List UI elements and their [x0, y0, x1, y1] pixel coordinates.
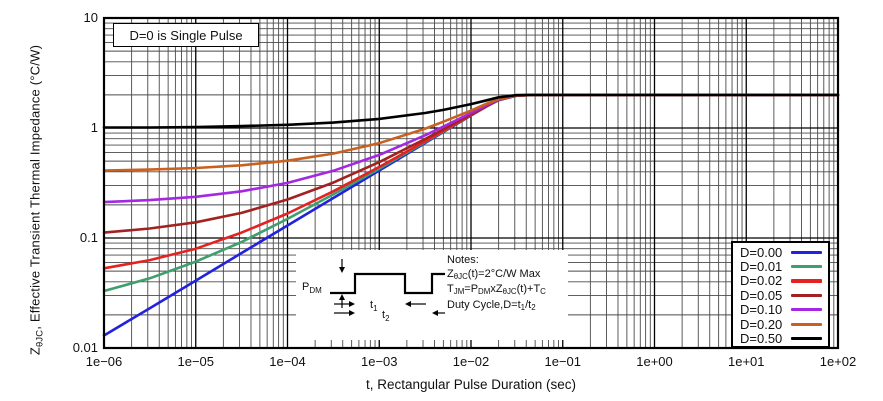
legend-item-label: D=0.02: [740, 273, 783, 289]
legend-item-label: D=0.50: [740, 331, 783, 347]
legend-swatch: [791, 250, 822, 254]
y-tick-label: 10: [83, 10, 98, 25]
t2-dimension-arrows: [334, 310, 445, 316]
legend-item: D=0.10: [733, 302, 828, 318]
series-curve: [102, 93, 840, 129]
legend-item-label: D=0.10: [740, 302, 783, 318]
pdm-arrow-up: [339, 294, 345, 308]
x-tick-label: 1e−04: [269, 354, 306, 369]
pulse-waveform-diagram: PDM t1 t2: [302, 259, 445, 323]
x-tick-label: 1e−05: [177, 354, 214, 369]
legend-item-label: D=0.05: [740, 287, 783, 303]
legend-item: D=0.01: [733, 259, 828, 275]
x-tick-label: 1e−01: [544, 354, 581, 369]
legend-rows: D=0.00 D=0.01 D=0.02 D=0.05 D=0.10 D=0.20 D=0.…: [733, 245, 828, 346]
notes-block: Notes: ZθJC(t)=2°C/W Max TJM=PDMxZθJC(t)+…: [447, 254, 546, 315]
legend-item-label: D=0.20: [740, 316, 783, 332]
pdm-arrow-down: [339, 259, 345, 273]
legend: D=0.00 D=0.01 D=0.02 D=0.05 D=0.10 D=0.20 D=0.…: [731, 241, 830, 348]
legend-item-label: D=0.00: [740, 244, 783, 260]
y-axis-ticks: 10 1 0.1 0.01: [0, 0, 98, 401]
legend-swatch: [791, 336, 822, 341]
legend-item-label: D=0.01: [740, 259, 783, 275]
t1-dimension-arrows: [334, 301, 426, 307]
notes-title: Notes:: [447, 254, 479, 266]
plot-border: [102, 16, 840, 350]
x-tick-label: 1e−02: [452, 354, 490, 369]
legend-item: D=0.50: [733, 331, 828, 347]
t2-label: t2: [382, 309, 390, 323]
legend-swatch: [791, 322, 822, 326]
legend-swatch: [791, 279, 822, 283]
legend-item: D=0.02: [733, 273, 828, 289]
x-tick-label: 1e+02: [819, 354, 857, 369]
legend-swatch: [791, 308, 822, 312]
t1-label: t1: [370, 299, 378, 313]
note-line: Duty Cycle,D=t1/t2: [447, 299, 536, 313]
legend-item: D=0.00: [733, 244, 828, 260]
notes-lines: ZθJC(t)=2°C/W Max TJM=PDMxZθJC(t)+TC Duty …: [447, 268, 546, 315]
note-line: TJM=PDMxZθJC(t)+TC: [447, 283, 546, 297]
y-tick-label: 1: [90, 120, 98, 135]
y-tick-label: 0.1: [79, 230, 98, 245]
x-tick-label: 1e−03: [360, 354, 398, 369]
x-tick-label: 1e+01: [727, 354, 765, 369]
pulse-diagram-inset: PDM t1 t2 Notes: ZθJC(t)=2°C/W Max TJM=PD…: [296, 250, 568, 340]
legend-swatch: [791, 264, 822, 269]
single-pulse-annotation: D=0 is Single Pulse: [113, 23, 259, 47]
y-tick-label: 0.01: [72, 340, 98, 355]
x-axis-title: t, Rectangular Pulse Duration (sec): [365, 377, 577, 392]
legend-item: D=0.20: [733, 316, 828, 332]
x-tick-label: 1e+00: [636, 354, 673, 369]
legend-swatch: [791, 293, 822, 297]
pulse-waveform: [330, 272, 445, 295]
x-tick-label: 1e−06: [85, 354, 123, 369]
x-axis-ticks: 1e−06 1e−05 1e−04 1e−03 1e−02 1e−01 1e+00 1e+01…: [0, 354, 883, 371]
legend-item: D=0.05: [733, 287, 828, 303]
note-line: ZθJC(t)=2°C/W Max: [447, 267, 541, 281]
pdm-label: PDM: [302, 281, 322, 295]
